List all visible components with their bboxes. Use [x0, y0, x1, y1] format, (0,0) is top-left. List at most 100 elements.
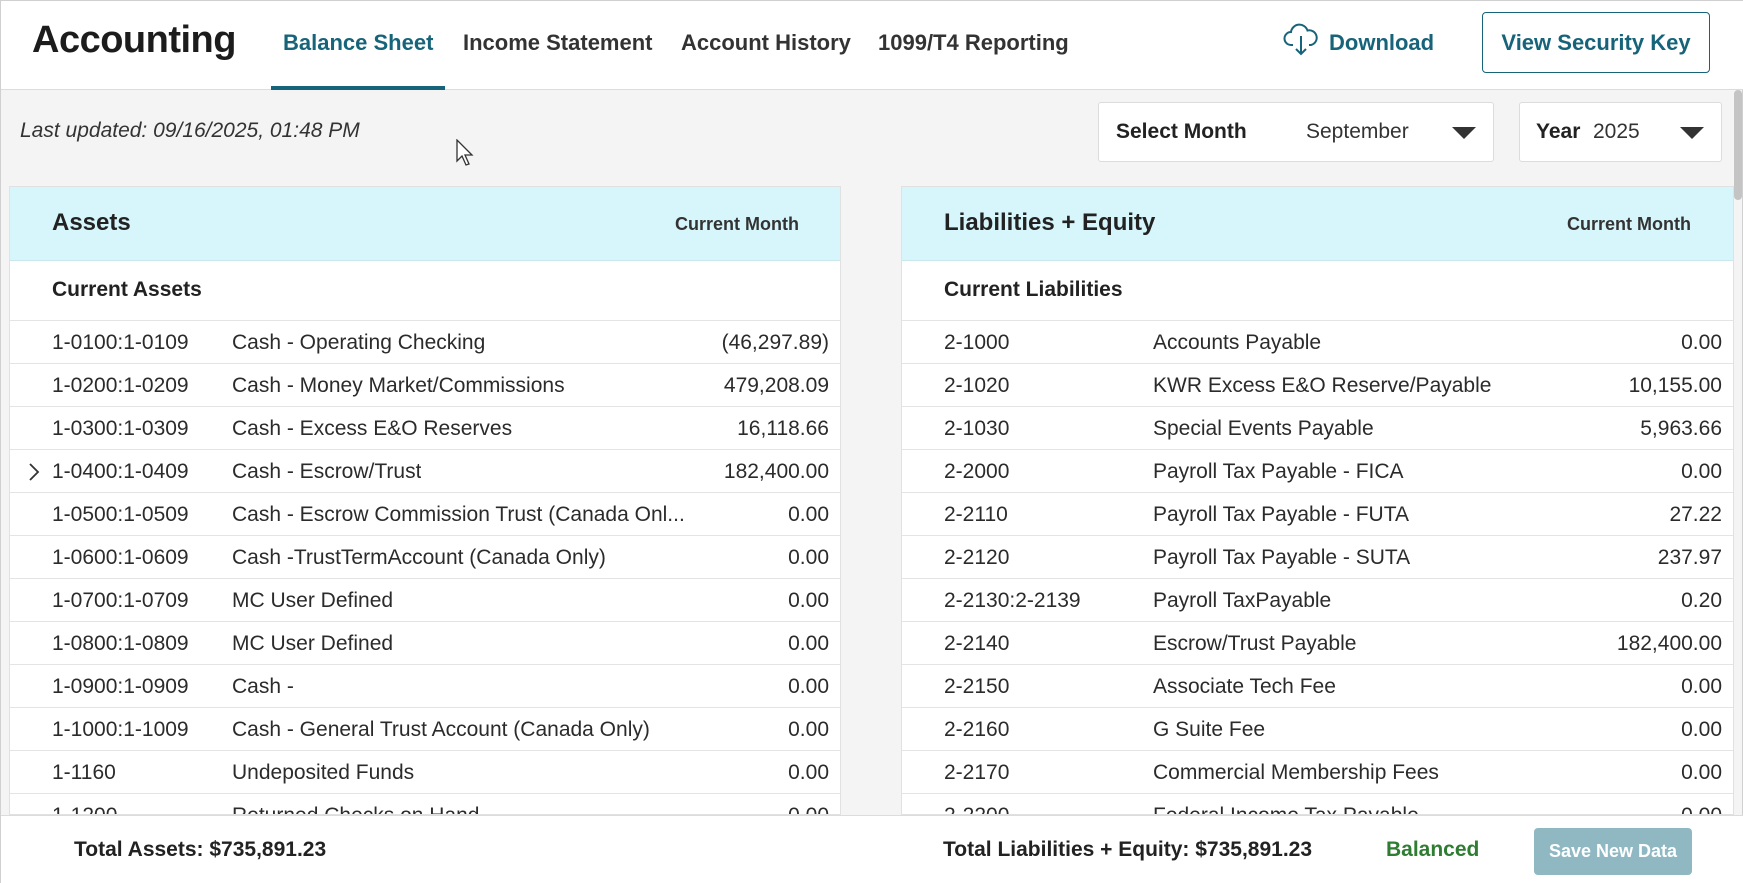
table-row[interactable]: 2-2130:2-2139 Payroll TaxPayable 0.20	[902, 579, 1733, 622]
balanced-status: Balanced	[1386, 838, 1480, 861]
table-row[interactable]: 1-1160 Undeposited Funds 0.00	[10, 751, 840, 794]
table-row[interactable]: 1-0100:1-0109 Cash - Operating Checking (4…	[10, 321, 840, 364]
account-name: Cash -TrustTermAccount (Canada Only)	[232, 546, 606, 569]
account-name: Payroll Tax Payable - SUTA	[1153, 546, 1411, 569]
table-row[interactable]: 1-0200:1-0209 Cash - Money Market/Commiss…	[10, 364, 840, 407]
assets-table-body: 1-0100:1-0109 Cash - Operating Checking (4…	[10, 321, 840, 814]
account-amount: 0.20	[1681, 589, 1722, 612]
account-code: 2-1020	[944, 374, 1010, 397]
account-amount: 0.00	[1681, 331, 1722, 354]
table-row[interactable]: 2-2110 Payroll Tax Payable - FUTA 27.22	[902, 493, 1733, 536]
account-code: 1-0400:1-0409	[52, 460, 189, 483]
year-select-value: 2025	[1593, 120, 1640, 143]
account-amount: 182,400.00	[723, 460, 829, 483]
account-amount: 0.00	[788, 761, 829, 784]
chevron-right-icon[interactable]	[28, 462, 40, 488]
chevron-down-icon	[1680, 127, 1704, 139]
account-code: 2-2170	[944, 761, 1010, 784]
liabilities-title: Liabilities + Equity	[944, 209, 1156, 236]
account-code: 1-1200	[52, 804, 117, 814]
account-name: Returned Checks on Hand	[232, 804, 479, 814]
table-row[interactable]: 2-1000 Accounts Payable 0.00	[902, 321, 1733, 364]
account-amount: 0.00	[1681, 804, 1722, 814]
tab-balance-sheet[interactable]: Balance Sheet	[271, 1, 446, 90]
account-name: Associate Tech Fee	[1153, 675, 1336, 698]
save-new-data-button[interactable]: Save New Data	[1534, 828, 1692, 875]
assets-panel-header: Assets Current Month	[10, 187, 840, 261]
account-code: 2-2140	[944, 632, 1010, 655]
current-liabilities-section: Current Liabilities	[902, 261, 1733, 321]
account-name: MC User Defined	[232, 589, 394, 612]
account-code: 1-0300:1-0309	[52, 417, 189, 440]
tab-1099-t4-reporting[interactable]: 1099/T4 Reporting	[878, 30, 1069, 55]
account-amount: 16,118.66	[737, 417, 829, 440]
account-name: Cash - General Trust Account (Canada Onl…	[232, 718, 650, 741]
account-code: 1-0800:1-0809	[52, 632, 189, 655]
tab-account-history[interactable]: Account History	[681, 30, 851, 55]
current-liabilities-heading: Current Liabilities	[944, 278, 1123, 301]
table-row[interactable]: 2-1030 Special Events Payable 5,963.66	[902, 407, 1733, 450]
account-code: 2-2150	[944, 675, 1010, 698]
current-assets-section: Current Assets	[10, 261, 840, 321]
month-select-label: Select Month	[1116, 120, 1247, 143]
table-row[interactable]: 1-0400:1-0409 Cash - Escrow/Trust 182,400.…	[10, 450, 840, 493]
account-code: 1-0700:1-0709	[52, 589, 189, 612]
table-row[interactable]: 2-2150 Associate Tech Fee 0.00	[902, 665, 1733, 708]
totals-footer: Total Assets: $735,891.23 Total Liabilit…	[1, 815, 1743, 883]
account-code: 1-1160	[52, 761, 116, 784]
account-amount: 0.00	[1681, 675, 1722, 698]
table-row[interactable]: 1-0700:1-0709 MC User Defined 0.00	[10, 579, 840, 622]
account-name: Commercial Membership Fees	[1153, 761, 1439, 784]
assets-column-header: Current Month	[675, 214, 799, 234]
table-row[interactable]: 1-0800:1-0809 MC User Defined 0.00	[10, 622, 840, 665]
account-name: Cash - Excess E&O Reserves	[232, 417, 513, 440]
account-name: Cash - Operating Checking	[232, 331, 486, 354]
table-row[interactable]: 2-2200 Federal Income Tax Payable 0.00	[902, 794, 1733, 814]
account-name: MC User Defined	[232, 632, 394, 655]
account-amount: 0.00	[788, 546, 829, 569]
account-code: 2-2000	[944, 460, 1010, 483]
account-amount: 0.00	[788, 503, 829, 526]
liabilities-panel-header: Liabilities + Equity Current Month	[902, 187, 1733, 261]
download-button[interactable]: Download	[1283, 23, 1434, 63]
cloud-download-icon	[1283, 23, 1319, 63]
table-row[interactable]: 2-2120 Payroll Tax Payable - SUTA 237.97	[902, 536, 1733, 579]
table-row[interactable]: 2-2140 Escrow/Trust Payable 182,400.00	[902, 622, 1733, 665]
table-row[interactable]: 2-1020 KWR Excess E&O Reserve/Payable 10,1…	[902, 364, 1733, 407]
view-security-key-button[interactable]: View Security Key	[1482, 12, 1710, 73]
table-row[interactable]: 2-2170 Commercial Membership Fees 0.00	[902, 751, 1733, 794]
total-liabilities-equity: Total Liabilities + Equity: $735,891.23	[943, 838, 1313, 861]
month-select[interactable]: Select Month September	[1098, 102, 1494, 162]
liabilities-column-header: Current Month	[1567, 214, 1691, 234]
account-name: Cash - Escrow/Trust	[232, 460, 422, 483]
account-code: 1-0200:1-0209	[52, 374, 189, 397]
account-code: 1-0900:1-0909	[52, 675, 189, 698]
table-row[interactable]: 1-1200 Returned Checks on Hand 0.00	[10, 794, 840, 814]
account-code: 2-2160	[944, 718, 1010, 741]
account-name: Undeposited Funds	[232, 761, 415, 784]
account-name: G Suite Fee	[1153, 718, 1266, 741]
table-row[interactable]: 2-2160 G Suite Fee 0.00	[902, 708, 1733, 751]
year-select-label: Year	[1536, 120, 1581, 143]
table-row[interactable]: 1-1000:1-1009 Cash - General Trust Accoun…	[10, 708, 840, 751]
page-scrollbar[interactable]	[1734, 90, 1742, 200]
table-row[interactable]: 1-0600:1-0609 Cash -TrustTermAccount (Can…	[10, 536, 840, 579]
account-amount: (46,297.89)	[721, 331, 829, 354]
month-select-value: September	[1306, 120, 1409, 143]
account-code: 1-1000:1-1009	[52, 718, 189, 741]
table-row[interactable]: 1-0300:1-0309 Cash - Excess E&O Reserves 1…	[10, 407, 840, 450]
table-row[interactable]: 1-0500:1-0509 Cash - Escrow Commission Tr…	[10, 493, 840, 536]
account-code: 2-2110	[944, 503, 1008, 526]
last-updated-text: Last updated: 09/16/2025, 01:48 PM	[20, 119, 360, 142]
account-amount: 0.00	[1681, 718, 1722, 741]
table-row[interactable]: 2-2000 Payroll Tax Payable - FICA 0.00	[902, 450, 1733, 493]
table-row[interactable]: 1-0900:1-0909 Cash - 0.00	[10, 665, 840, 708]
tab-income-statement[interactable]: Income Statement	[463, 30, 653, 55]
year-select[interactable]: Year 2025	[1519, 102, 1722, 162]
account-code: 2-2120	[944, 546, 1010, 569]
account-amount: 5,963.66	[1640, 417, 1722, 440]
account-amount: 0.00	[788, 589, 829, 612]
assets-title: Assets	[52, 209, 131, 236]
account-code: 1-0500:1-0509	[52, 503, 189, 526]
chevron-down-icon	[1452, 127, 1476, 139]
